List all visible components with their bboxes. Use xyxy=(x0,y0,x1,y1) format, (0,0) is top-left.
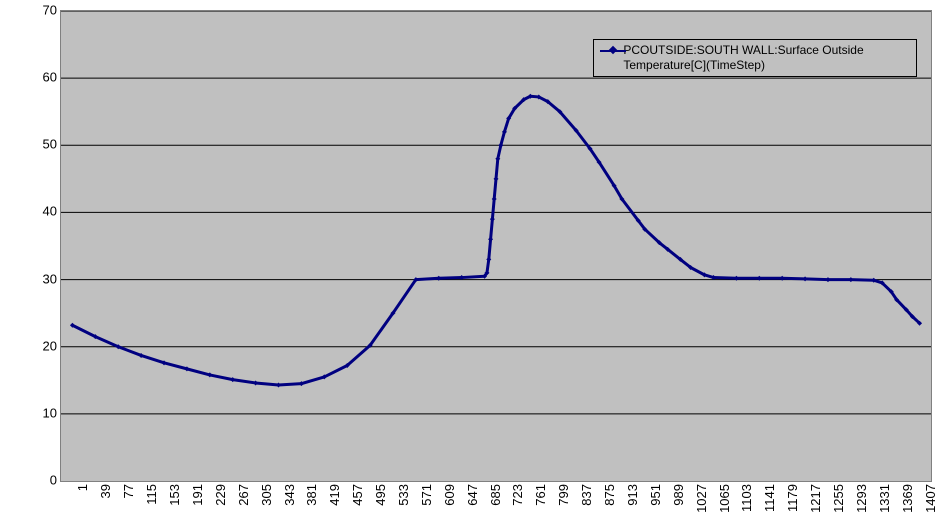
y-tick-label: 30 xyxy=(7,271,57,286)
x-tick-label: 1 xyxy=(75,484,90,491)
y-tick-label: 0 xyxy=(7,473,57,488)
series-marker xyxy=(488,237,493,242)
x-tick-label: 723 xyxy=(510,484,525,506)
x-tick-label: 153 xyxy=(167,484,182,506)
series-marker xyxy=(494,176,499,181)
series-marker xyxy=(825,277,830,282)
x-tick-label: 609 xyxy=(442,484,457,506)
series-marker xyxy=(276,382,281,387)
legend: PCOUTSIDE:SOUTH WALL:Surface Outside Tem… xyxy=(593,39,917,77)
y-tick-label: 70 xyxy=(7,3,57,18)
x-tick-label: 1255 xyxy=(831,484,846,513)
plot-area: PCOUTSIDE:SOUTH WALL:Surface Outside Tem… xyxy=(60,10,932,482)
x-tick-label: 1027 xyxy=(694,484,709,513)
x-tick-label: 989 xyxy=(671,484,686,506)
x-tick-label: 1331 xyxy=(877,484,892,513)
x-tick-label: 381 xyxy=(304,484,319,506)
x-tick-label: 951 xyxy=(648,484,663,506)
series-layer xyxy=(61,11,931,481)
x-tick-label: 1407 xyxy=(923,484,938,513)
x-tick-label: 1065 xyxy=(717,484,732,513)
series-marker xyxy=(848,277,853,282)
legend-swatch xyxy=(600,46,619,56)
series-marker xyxy=(803,276,808,281)
legend-label: PCOUTSIDE:SOUTH WALL:Surface Outside Tem… xyxy=(623,43,910,73)
x-tick-label: 875 xyxy=(602,484,617,506)
chart-container: Surface Temperature, C PCOUTSIDE:SOUTH W… xyxy=(0,0,941,526)
x-tick-label: 39 xyxy=(98,484,113,498)
x-tick-label: 191 xyxy=(190,484,205,506)
x-tick-label: 799 xyxy=(556,484,571,506)
y-tick-label: 50 xyxy=(7,137,57,152)
y-tick-label: 60 xyxy=(7,70,57,85)
x-tick-label: 267 xyxy=(236,484,251,506)
y-tick-label: 10 xyxy=(7,405,57,420)
series-line xyxy=(72,96,919,385)
x-tick-label: 685 xyxy=(488,484,503,506)
x-tick-label: 761 xyxy=(533,484,548,506)
x-tick-label: 571 xyxy=(419,484,434,506)
x-tick-label: 1179 xyxy=(785,484,800,512)
y-tick-label: 40 xyxy=(7,204,57,219)
x-tick-label: 457 xyxy=(350,484,365,506)
x-tick-label: 837 xyxy=(579,484,594,506)
x-tick-label: 305 xyxy=(259,484,274,506)
x-tick-label: 1103 xyxy=(739,484,754,512)
x-tick-label: 77 xyxy=(121,484,136,498)
x-tick-label: 115 xyxy=(144,484,159,505)
x-tick-label: 647 xyxy=(465,484,480,506)
x-tick-label: 343 xyxy=(282,484,297,506)
x-tick-label: 495 xyxy=(373,484,388,506)
series-marker xyxy=(490,217,495,222)
x-tick-label: 1141 xyxy=(762,484,777,512)
x-tick-label: 1369 xyxy=(900,484,915,513)
series-marker xyxy=(492,197,497,202)
x-tick-label: 533 xyxy=(396,484,411,506)
y-tick-label: 20 xyxy=(7,338,57,353)
x-tick-label: 419 xyxy=(327,484,342,506)
series-marker xyxy=(486,257,491,262)
x-tick-label: 913 xyxy=(625,484,640,506)
x-tick-label: 229 xyxy=(213,484,228,506)
x-tick-label: 1217 xyxy=(808,484,823,513)
x-tick-label: 1293 xyxy=(854,484,869,513)
